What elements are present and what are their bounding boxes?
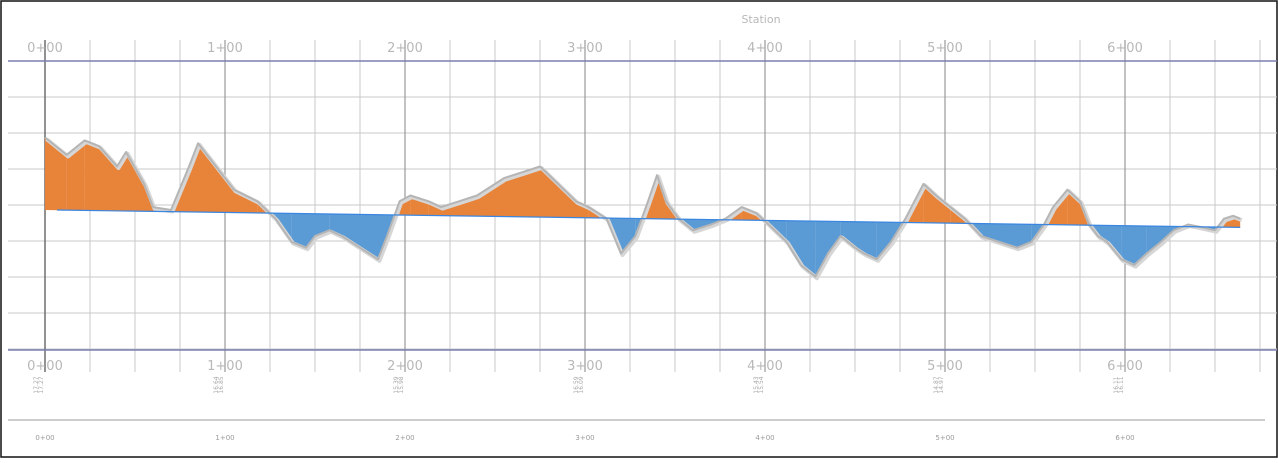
top-station-label: 0+00	[27, 41, 63, 56]
top-station-label: 4+00	[747, 41, 783, 56]
design-elevation-label: 17.27	[38, 376, 45, 393]
mid-station-label: 5+00	[927, 359, 963, 374]
top-station-label: 3+00	[567, 41, 603, 56]
bottom-station-label: 2+00	[395, 434, 414, 442]
design-elevation-label: 14.97	[938, 376, 945, 393]
design-elevation-label: 15.98	[398, 376, 405, 393]
bottom-station-label: 4+00	[755, 434, 774, 442]
axis-title: Station	[741, 13, 780, 26]
top-station-label: 6+00	[1107, 41, 1143, 56]
mid-station-label: 0+00	[27, 359, 63, 374]
mid-station-label: 1+00	[207, 359, 243, 374]
mid-station-label: 3+00	[567, 359, 603, 374]
design-elevation-label: 16.85	[218, 376, 225, 393]
bottom-station-label: 0+00	[35, 434, 54, 442]
bottom-station-label: 1+00	[215, 434, 234, 442]
design-elevation-label: 15.54	[758, 376, 765, 393]
top-station-label: 2+00	[387, 41, 423, 56]
fill-area	[85, 140, 99, 210]
top-station-label: 5+00	[927, 41, 963, 56]
mid-station-label: 4+00	[747, 359, 783, 374]
bottom-station-label: 3+00	[575, 434, 594, 442]
design-elevation-label: 16.09	[578, 376, 585, 393]
mid-station-label: 2+00	[387, 359, 423, 374]
bottom-station-label: 5+00	[935, 434, 954, 442]
top-station-label: 1+00	[207, 41, 243, 56]
mid-station-label: 6+00	[1107, 359, 1143, 374]
bottom-station-label: 6+00	[1115, 434, 1134, 442]
design-elevation-label: 16.11	[1118, 376, 1125, 393]
